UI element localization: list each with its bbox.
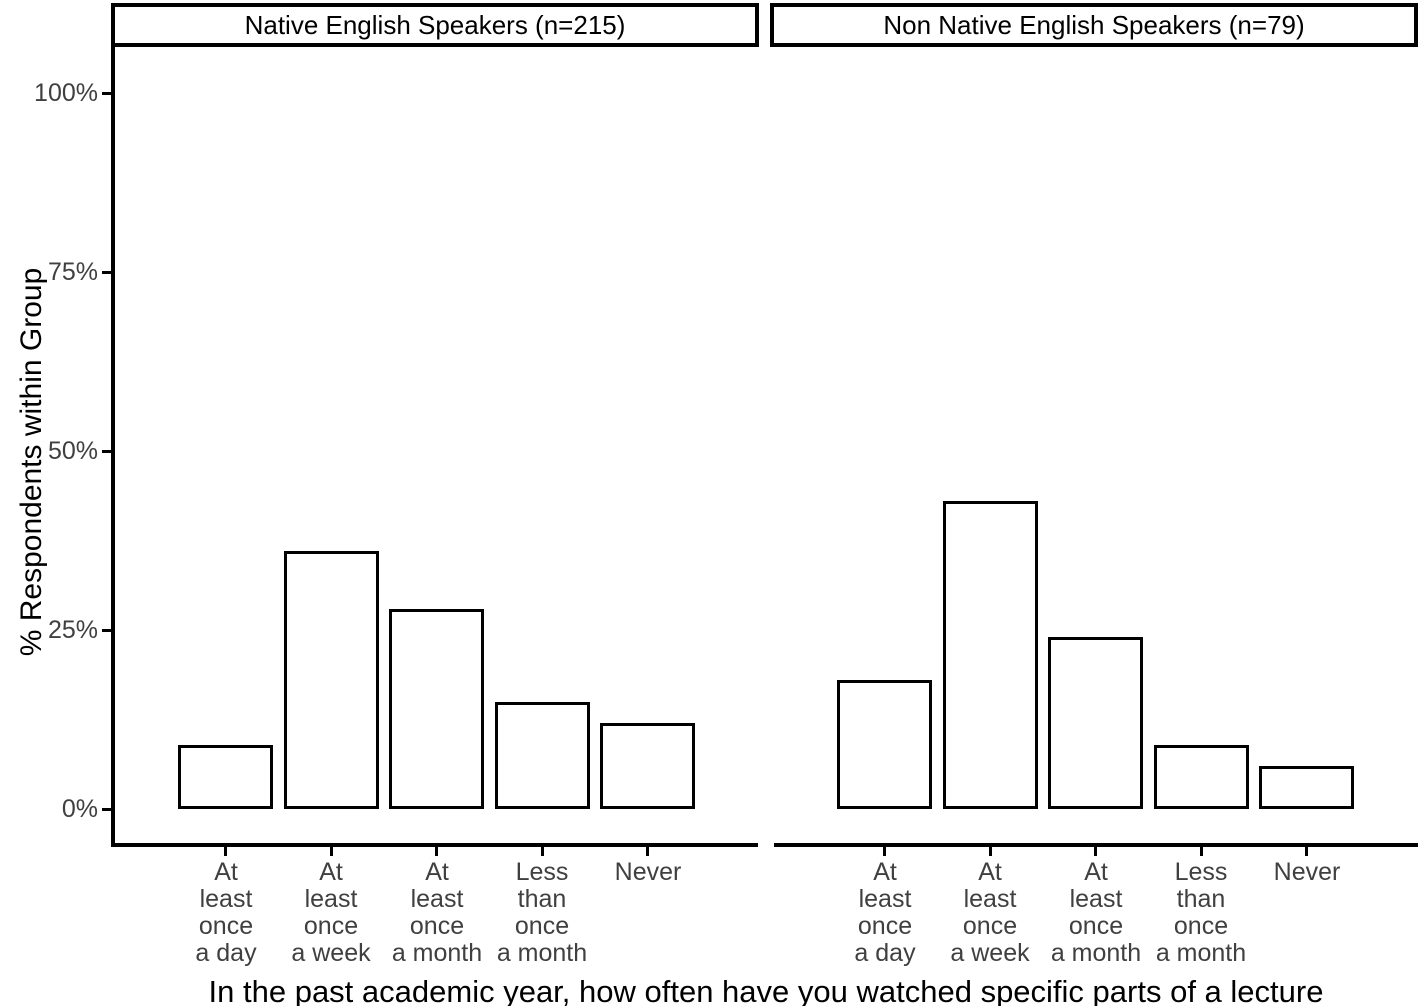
x-axis-tick <box>435 847 438 856</box>
x-tick-label-line: least <box>858 885 912 913</box>
x-axis-tick <box>330 847 333 856</box>
x-tick-label-line: At <box>425 858 449 886</box>
x-axis-line <box>111 843 758 847</box>
y-tick-label: 75% <box>47 258 98 286</box>
x-tick-label-line: a week <box>950 939 1030 967</box>
y-axis-tick <box>102 628 111 632</box>
x-axis-tick <box>989 847 992 856</box>
y-tick-label: 0% <box>61 795 98 823</box>
x-tick-label-line: a month <box>1050 939 1142 967</box>
x-axis-title: In the past academic year, how often hav… <box>208 974 1324 1006</box>
x-tick-label-line: At <box>1084 858 1108 886</box>
x-tick-label-line: than <box>1176 885 1226 913</box>
strip-title: Non Native English Speakers (n=79) <box>883 9 1305 40</box>
x-tick-label: Never <box>1232 859 1382 886</box>
x-tick-label-line: a month <box>391 939 483 967</box>
bar <box>1154 745 1249 809</box>
x-tick-label-line: than <box>517 885 567 913</box>
x-axis-tick <box>1305 847 1308 856</box>
bar <box>1048 637 1143 809</box>
y-tick-label: 25% <box>47 616 98 644</box>
x-tick-label-line: At <box>978 858 1002 886</box>
x-tick-label-line: Less <box>515 858 569 886</box>
x-tick-label-line: a week <box>291 939 371 967</box>
x-tick-label-line: Never <box>614 858 682 886</box>
bar <box>943 501 1038 809</box>
x-tick-label-line: once <box>409 912 465 940</box>
y-tick-label: 100% <box>34 79 98 107</box>
bar <box>284 551 379 809</box>
panel-strip: Native English Speakers (n=215) <box>111 3 759 47</box>
bar <box>495 702 590 809</box>
y-axis-tick <box>102 807 111 811</box>
x-tick-label-line: once <box>198 912 254 940</box>
x-tick-label-line: a month <box>496 939 588 967</box>
x-tick-label: Less than once a month <box>467 859 617 967</box>
x-tick-label-line: once <box>857 912 913 940</box>
x-axis-line <box>774 843 1418 847</box>
bar <box>837 680 932 809</box>
x-tick-label-line: a month <box>1155 939 1247 967</box>
x-tick-label-line: Less <box>1174 858 1228 886</box>
x-tick-label: Less than once a month <box>1126 859 1276 967</box>
x-tick-label-line: least <box>304 885 358 913</box>
x-tick-label-line: least <box>963 885 1017 913</box>
x-tick-label: Never <box>573 859 723 886</box>
x-tick-label-line: At <box>873 858 897 886</box>
x-tick-label-line: a day <box>854 939 916 967</box>
x-tick-label-line: a day <box>195 939 257 967</box>
x-tick-label-line: once <box>303 912 359 940</box>
x-tick-label: At least once a week <box>256 859 406 967</box>
x-tick-label-line: once <box>514 912 570 940</box>
x-axis-tick <box>1200 847 1203 856</box>
x-tick-label: At least once a month <box>362 859 512 967</box>
x-axis-tick <box>883 847 886 856</box>
y-axis-line <box>111 47 115 847</box>
x-tick-label-line: once <box>1173 912 1229 940</box>
x-axis-tick <box>1094 847 1097 856</box>
y-axis-tick <box>102 91 111 95</box>
x-axis-tick <box>541 847 544 856</box>
x-tick-label: At least once a month <box>1021 859 1171 967</box>
bar <box>1259 766 1354 809</box>
x-tick-label: At least once a day <box>151 859 301 967</box>
x-tick-label-line: once <box>1068 912 1124 940</box>
x-tick-label-line: At <box>319 858 343 886</box>
x-tick-label-line: Never <box>1273 858 1341 886</box>
strip-title: Native English Speakers (n=215) <box>244 9 626 40</box>
x-tick-label-line: least <box>410 885 464 913</box>
bar <box>600 723 695 809</box>
x-tick-label-line: least <box>199 885 253 913</box>
bar <box>178 745 273 809</box>
y-axis-tick <box>102 270 111 274</box>
x-tick-label: At least once a day <box>810 859 960 967</box>
bar <box>389 609 484 809</box>
x-tick-label-line: once <box>962 912 1018 940</box>
x-tick-label-line: least <box>1069 885 1123 913</box>
x-axis-tick <box>224 847 227 856</box>
x-tick-label: At least once a week <box>915 859 1065 967</box>
panel-strip: Non Native English Speakers (n=79) <box>770 3 1418 47</box>
x-axis-tick <box>646 847 649 856</box>
y-axis-tick <box>102 449 111 453</box>
y-tick-label: 50% <box>47 437 98 465</box>
x-tick-label-line: At <box>214 858 238 886</box>
